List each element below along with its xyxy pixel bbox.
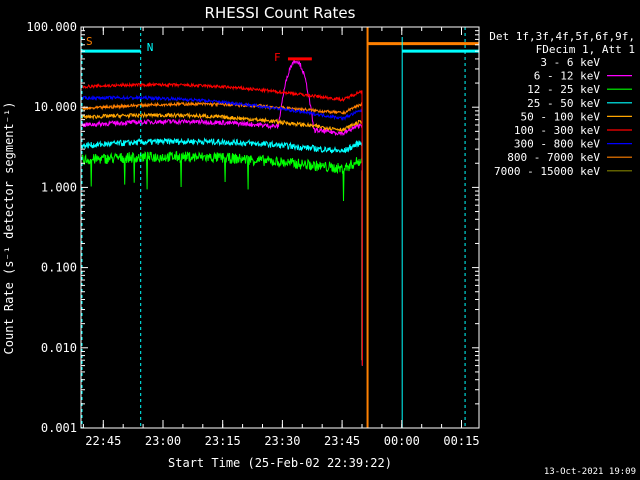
axes: 0.001 0.010 0.100 1.000 10.000 100.000 22:45 23…	[26, 20, 479, 448]
legend-label: 300 - 800 keV	[514, 138, 600, 151]
annotations: S N F	[81, 27, 479, 428]
legend-label: 7000 - 15000 keV	[494, 165, 600, 178]
series-line-2	[81, 150, 363, 366]
series-line-4	[81, 111, 363, 366]
x-tick-label: 22:45	[85, 434, 121, 448]
x-tick-label: 23:45	[324, 434, 360, 448]
x-tick-label: 00:00	[384, 434, 420, 448]
series-line-5	[81, 81, 363, 366]
y-tick-label: 1.000	[41, 180, 77, 194]
legend: Det 1f,3f,4f,5f,6f,9f, FDecim 1, Att 1 3…	[489, 30, 635, 178]
y-tick-label: 100.000	[26, 20, 77, 34]
legend-label: 12 - 25 keV	[527, 83, 600, 96]
date-stamp: 13-Oct-2021 19:09	[544, 467, 636, 477]
legend-label: 50 - 100 keV	[521, 110, 601, 123]
x-tick-label: 23:30	[264, 434, 300, 448]
x-tick-label: 23:00	[145, 434, 181, 448]
series-line-6	[81, 94, 363, 366]
series-line-1	[81, 59, 363, 366]
series-line-0	[81, 158, 363, 366]
plot-frame	[80, 26, 480, 429]
legend-label: 25 - 50 keV	[527, 97, 600, 110]
x-axis-label: Start Time (25-Feb-02 22:39:22)	[168, 456, 392, 470]
n-label: N	[147, 41, 154, 54]
legend-label: 6 - 12 keV	[534, 70, 601, 83]
legend-label: 800 - 7000 keV	[507, 151, 600, 164]
s-label: S	[86, 35, 93, 48]
x-tick-label: 23:15	[205, 434, 241, 448]
y-tick-label: 0.010	[41, 341, 77, 355]
y-tick-label: 0.100	[41, 261, 77, 275]
legend-header-line-2: FDecim 1, Att 1	[536, 43, 635, 56]
y-tick-label: 10.000	[34, 100, 77, 114]
f-label: F	[274, 51, 281, 64]
y-tick-label: 0.001	[41, 421, 77, 435]
legend-label: 3 - 6 keV	[540, 56, 600, 69]
series-line-7	[82, 101, 363, 366]
legend-label: 100 - 300 keV	[514, 124, 600, 137]
series-line-3	[81, 137, 363, 366]
chart-title: RHESSI Count Rates	[205, 4, 356, 22]
x-tick-label: 00:15	[443, 434, 479, 448]
y-axis-label: Count Rate (s⁻¹ detector segment⁻¹)	[2, 102, 16, 355]
series-traces	[81, 59, 363, 366]
legend-header-line-1: Det 1f,3f,4f,5f,6f,9f,	[489, 30, 635, 43]
